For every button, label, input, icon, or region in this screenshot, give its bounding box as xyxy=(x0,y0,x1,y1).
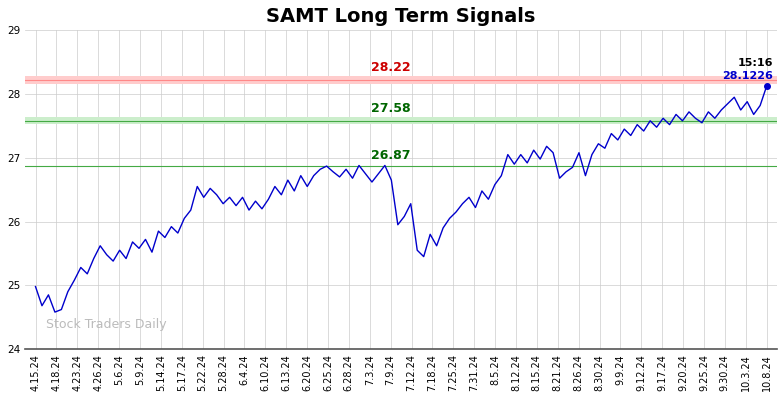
Text: 26.87: 26.87 xyxy=(371,148,410,162)
Bar xyxy=(25,76,777,84)
Text: 28.22: 28.22 xyxy=(371,60,410,74)
Text: Stock Traders Daily: Stock Traders Daily xyxy=(46,318,166,331)
Title: SAMT Long Term Signals: SAMT Long Term Signals xyxy=(267,7,535,26)
Text: 15:16: 15:16 xyxy=(738,59,773,68)
Bar xyxy=(25,117,777,124)
Text: 27.58: 27.58 xyxy=(371,102,410,115)
Text: 28.1226: 28.1226 xyxy=(722,71,773,81)
